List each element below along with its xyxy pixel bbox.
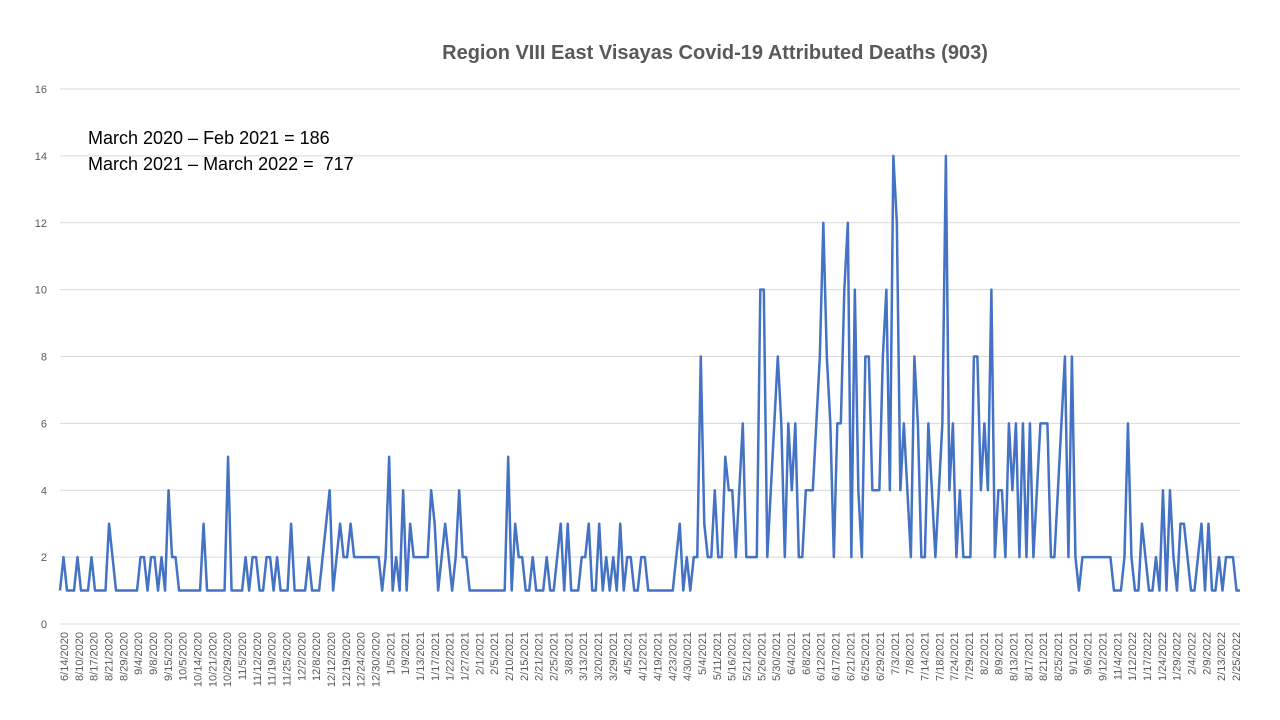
x-tick-label: 8/10/2020 [74,632,86,681]
x-tick-label: 8/9/2021 [994,632,1006,675]
y-tick-label: 12 [35,218,47,230]
x-tick-label: 1/22/2021 [445,632,457,681]
x-tick-label: 8/29/2020 [118,632,130,681]
annotation-period-2021: March 2021 – March 2022 = 717 [88,154,354,174]
x-tick-label: 8/21/2020 [104,632,116,681]
x-tick-label: 1/24/2022 [1157,632,1169,681]
x-tick-label: 1/17/2022 [1142,632,1154,681]
x-tick-label: 8/17/2020 [89,632,101,681]
x-tick-label: 12/19/2020 [341,632,353,687]
x-tick-label: 7/18/2021 [934,632,946,681]
x-tick-label: 10/5/2020 [178,632,190,681]
x-tick-label: 3/8/2021 [563,632,575,675]
x-tick-label: 6/25/2021 [860,632,872,681]
x-tick-label: 6/21/2021 [845,632,857,681]
x-tick-label: 4/23/2021 [667,632,679,681]
x-tick-label: 6/8/2021 [801,632,813,675]
x-tick-label: 7/3/2021 [890,632,902,675]
x-tick-label: 7/14/2021 [920,632,932,681]
x-tick-label: 5/21/2021 [741,632,753,681]
x-tick-label: 6/29/2021 [875,632,887,681]
series-line [58,154,1240,592]
gridlines [60,88,1240,625]
x-tick-label: 1/12/2022 [1127,632,1139,681]
y-tick-label: 4 [41,485,47,497]
x-tick-label: 11/5/2020 [237,632,249,680]
chart-title: Region VIII East Visayas Covid-19 Attrib… [442,42,988,64]
x-tick-label: 9/8/2020 [148,632,160,675]
x-tick-label: 5/16/2021 [727,632,739,681]
x-tick-label: 1/27/2021 [460,632,472,681]
annotation-period-2020: March 2020 – Feb 2021 = 186 [88,128,330,148]
x-tick-label: 8/2/2021 [979,632,991,675]
x-tick-label: 1/13/2021 [415,632,427,681]
y-tick-label: 16 [35,84,47,96]
x-tick-label: 2/9/2022 [1201,632,1213,675]
x-tick-label: 4/30/2021 [682,632,694,681]
x-tick-label: 5/26/2021 [756,632,768,681]
x-tick-label: 10/29/2020 [222,632,234,687]
x-tick-label: 11/25/2020 [282,632,294,686]
y-tick-label: 0 [41,619,47,631]
x-tick-label: 8/25/2021 [1053,632,1065,681]
x-tick-label: 9/1/2021 [1068,632,1080,675]
x-tick-label: 8/13/2021 [1009,632,1021,681]
x-tick-label: 3/20/2021 [593,632,605,681]
x-tick-label: 6/12/2021 [816,632,828,681]
series-deaths [58,154,1240,592]
x-tick-label: 12/24/2020 [356,632,368,687]
y-tick-label: 8 [41,352,47,364]
x-tick-label: 1/9/2021 [400,632,412,675]
x-tick-label: 8/17/2021 [1023,632,1035,681]
x-tick-label: 9/6/2021 [1083,632,1095,675]
y-axis-ticks: 0 2 4 6 8 10 12 14 16 [35,84,47,631]
x-tick-label: 12/8/2020 [311,632,323,681]
x-tick-label: 6/14/2020 [59,632,71,681]
x-tick-label: 1/17/2021 [430,632,442,681]
x-tick-label: 2/25/2022 [1231,632,1243,681]
x-tick-label: 11/12/2020 [252,632,264,686]
x-tick-label: 10/14/2020 [193,632,205,687]
x-tick-label: 11/4/2021 [1112,632,1124,680]
x-tick-label: 12/12/2020 [326,632,338,687]
x-tick-label: 6/17/2021 [830,632,842,681]
x-tick-label: 2/4/2022 [1187,632,1199,675]
x-tick-label: 7/29/2021 [964,632,976,681]
x-tick-label: 9/4/2020 [133,632,145,675]
y-tick-label: 14 [35,151,47,163]
x-tick-label: 6/4/2021 [786,632,798,675]
x-tick-label: 3/13/2021 [578,632,590,681]
x-tick-label: 2/15/2021 [519,632,531,681]
x-tick-label: 1/5/2021 [385,632,397,675]
x-tick-label: 2/10/2021 [504,632,516,681]
x-tick-label: 12/30/2020 [371,632,383,687]
x-tick-label: 1/29/2022 [1172,632,1184,681]
x-tick-label: 4/19/2021 [652,632,664,681]
x-tick-label: 2/25/2021 [549,632,561,681]
x-tick-label: 3/29/2021 [608,632,620,681]
x-tick-label: 9/15/2020 [163,632,175,681]
x-tick-label: 11/19/2020 [267,632,279,686]
x-tick-label: 2/13/2022 [1216,632,1228,681]
x-tick-label: 2/21/2021 [534,632,546,681]
x-tick-label: 5/4/2021 [697,632,709,675]
x-tick-label: 5/11/2021 [712,632,724,680]
x-tick-label: 9/12/2021 [1098,632,1110,681]
y-tick-label: 2 [41,552,47,564]
x-axis-ticks: 6/14/2020 8/10/2020 8/17/2020 8/21/2020 8/29… [59,632,1243,687]
x-tick-label: 4/5/2021 [623,632,635,675]
x-tick-label: 5/30/2021 [771,632,783,681]
x-tick-label: 8/21/2021 [1038,632,1050,681]
y-tick-label: 6 [41,418,47,430]
x-tick-label: 10/21/2020 [207,632,219,687]
x-tick-label: 12/2/2020 [296,632,308,681]
y-tick-label: 10 [35,285,47,297]
x-tick-label: 7/24/2021 [949,632,961,681]
x-tick-label: 2/5/2021 [489,632,501,675]
x-tick-label: 2/1/2021 [474,632,486,675]
x-tick-label: 4/12/2021 [638,632,650,681]
x-tick-label: 7/8/2021 [905,632,917,675]
